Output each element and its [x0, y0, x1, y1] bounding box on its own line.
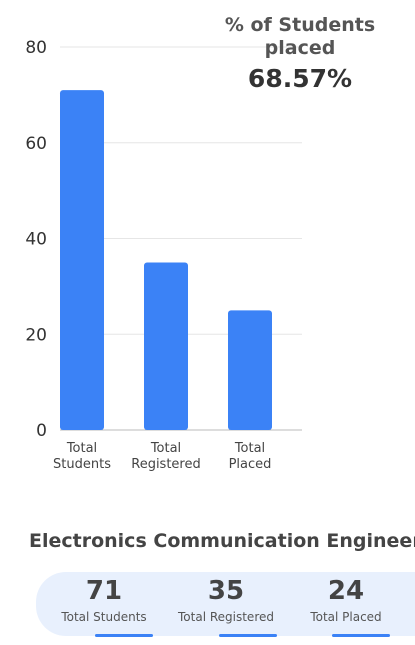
y-tick-label: 80: [25, 38, 47, 58]
stat-total-registered: 35 Total Registered: [171, 572, 281, 624]
stat-total-students: 71 Total Students: [49, 572, 159, 624]
stat-total-students-value: 71: [85, 576, 123, 606]
y-tick-label: 40: [25, 230, 47, 250]
stat-total-placed-label: Total Placed: [310, 610, 382, 624]
stat-total-placed-underline: [332, 634, 390, 637]
stat-total-registered-value: 35: [207, 576, 245, 606]
department-stats-card: 71 Total Students 35 Total Registered 24…: [36, 572, 415, 637]
x-tick-label: Placed: [229, 457, 272, 472]
placement-summary: % of Students placed 68.57%: [215, 14, 385, 93]
bar: [144, 262, 188, 430]
x-tick-label: Total: [150, 441, 181, 456]
placement-percentage: 68.57%: [247, 64, 353, 93]
placement-summary-title: % of Students placed: [224, 14, 376, 59]
stat-total-students-label: Total Students: [61, 610, 147, 624]
y-axis-ticks: 0 20 40 60 80: [25, 38, 47, 441]
y-tick-label: 0: [36, 421, 47, 441]
y-tick-label: 20: [25, 325, 47, 345]
department-name: Electronics Communication Engineering: [29, 530, 415, 552]
bar: [228, 310, 272, 430]
stat-total-placed: 24 Total Placed: [291, 572, 401, 624]
stat-total-students-underline: [95, 634, 153, 637]
x-tick-label: Total: [66, 441, 97, 456]
stat-total-registered-label: Total Registered: [178, 610, 274, 624]
bar: [60, 90, 104, 431]
bars: [60, 90, 272, 431]
stat-total-placed-value: 24: [327, 576, 365, 606]
x-tick-label: Registered: [131, 457, 201, 472]
stat-total-registered-underline: [219, 634, 277, 637]
y-tick-label: 60: [25, 134, 47, 154]
x-tick-label: Students: [53, 457, 111, 472]
x-tick-label: Total: [234, 441, 265, 456]
